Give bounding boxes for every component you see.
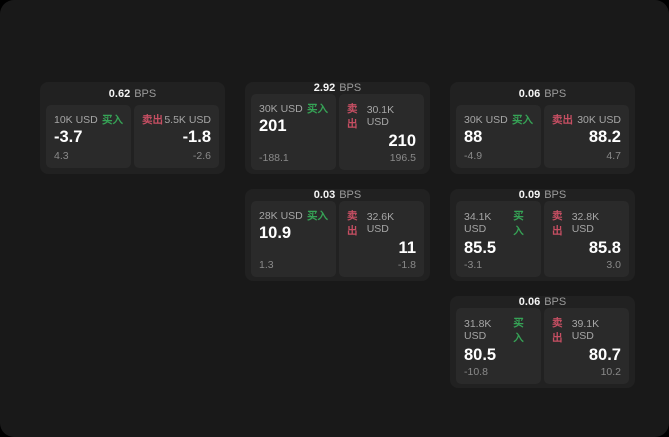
bps-value: 0.06 (518, 296, 541, 308)
spread-header: 2.92 BPS (245, 82, 430, 94)
buy-price: -3.7 (54, 128, 83, 146)
buy-price: 88 (464, 128, 483, 146)
bps-unit: BPS (544, 189, 567, 201)
sell-notional: 5.5K USD (164, 113, 211, 126)
sell-notional: 30K USD (577, 113, 621, 126)
bps-unit: BPS (339, 82, 362, 94)
buy-panel[interactable]: 30K USD 买入 201 -188.1 (251, 94, 336, 170)
quote-card: 0.09 BPS 34.1K USD 买入 85.5 -3.1 卖出 32.8K… (450, 189, 635, 281)
buy-label: 买入 (513, 210, 524, 237)
quote-card: 0.03 BPS 28K USD 买入 10.9 1.3 卖出 32.6K US… (245, 189, 430, 281)
sell-delta: -1.8 (397, 258, 416, 271)
buy-price: 201 (259, 117, 287, 135)
sell-price: 11 (398, 239, 416, 257)
buy-delta: -3.1 (464, 258, 483, 271)
buy-delta: -188.1 (259, 151, 289, 164)
sell-panel[interactable]: 卖出 32.8K USD 85.8 3.0 (544, 201, 629, 277)
bps-value: 0.62 (108, 87, 131, 100)
buy-delta: 1.3 (259, 258, 274, 271)
bps-value: 0.03 (313, 189, 336, 201)
buy-notional: 10K USD (54, 113, 98, 126)
quote-card: 0.62 BPS 10K USD 买入 -3.7 4.3 卖出 5.5K USD (40, 82, 225, 174)
quote-body: 10K USD 买入 -3.7 4.3 卖出 5.5K USD -1.8 -2.… (40, 105, 225, 174)
quote-cards-grid: 0.62 BPS 10K USD 买入 -3.7 4.3 卖出 5.5K USD (40, 82, 635, 388)
buy-delta: -4.9 (464, 150, 483, 162)
bps-unit: BPS (134, 87, 157, 100)
sell-price: 80.7 (588, 346, 621, 364)
bps-unit: BPS (339, 189, 362, 201)
buy-delta: 4.3 (54, 150, 69, 162)
buy-notional: 30K USD (464, 113, 508, 126)
spread-header: 0.62 BPS (40, 82, 225, 105)
sell-price: 88.2 (588, 128, 621, 146)
sell-price: -1.8 (182, 128, 211, 146)
buy-panel[interactable]: 34.1K USD 买入 85.5 -3.1 (456, 201, 541, 277)
quote-card: 2.92 BPS 30K USD 买入 201 -188.1 卖出 30.1K … (245, 82, 430, 174)
spread-header: 0.06 BPS (450, 82, 635, 105)
sell-panel[interactable]: 卖出 30.1K USD 210 196.5 (339, 94, 424, 170)
sell-delta: -2.6 (192, 150, 211, 162)
sell-panel[interactable]: 卖出 32.6K USD 11 -1.8 (339, 201, 424, 277)
sell-label: 卖出 (347, 210, 358, 237)
buy-price: 85.5 (464, 239, 497, 257)
buy-panel[interactable]: 31.8K USD 买入 80.5 -10.8 (456, 308, 541, 384)
sell-notional: 32.8K USD (571, 211, 600, 235)
sell-delta: 3.0 (606, 258, 621, 271)
buy-label: 买入 (512, 114, 533, 126)
buy-panel[interactable]: 28K USD 买入 10.9 1.3 (251, 201, 336, 277)
buy-label: 买入 (513, 317, 524, 344)
spread-header: 0.06 BPS (450, 296, 635, 308)
quote-body: 28K USD 买入 10.9 1.3 卖出 32.6K USD 11 -1.8 (245, 201, 430, 283)
bps-unit: BPS (544, 87, 567, 100)
sell-label: 卖出 (552, 317, 563, 344)
buy-label: 买入 (102, 114, 123, 126)
bps-value: 2.92 (313, 82, 336, 94)
buy-panel[interactable]: 10K USD 买入 -3.7 4.3 (46, 105, 131, 168)
sell-delta: 196.5 (389, 151, 416, 164)
buy-label: 买入 (307, 210, 328, 222)
quote-card: 0.06 BPS 31.8K USD 买入 80.5 -10.8 卖出 39.1… (450, 296, 635, 388)
buy-notional: 30K USD (259, 102, 303, 115)
sell-panel[interactable]: 卖出 39.1K USD 80.7 10.2 (544, 308, 629, 384)
buy-label: 买入 (307, 103, 328, 115)
bps-value: 0.09 (518, 189, 541, 201)
sell-notional: 39.1K USD (571, 318, 600, 342)
sell-notional: 32.6K USD (366, 211, 395, 235)
sell-panel[interactable]: 卖出 5.5K USD -1.8 -2.6 (134, 105, 219, 168)
buy-notional: 34.1K USD (464, 211, 492, 235)
buy-delta: -10.8 (464, 365, 488, 378)
quote-body: 30K USD 买入 88 -4.9 卖出 30K USD 88.2 4.7 (450, 105, 635, 174)
buy-price: 10.9 (259, 224, 292, 242)
buy-panel[interactable]: 30K USD 买入 88 -4.9 (456, 105, 541, 168)
bps-value: 0.06 (518, 87, 541, 100)
spread-header: 0.03 BPS (245, 189, 430, 201)
sell-label: 卖出 (347, 103, 358, 130)
sell-delta: 4.7 (606, 150, 621, 162)
quote-card: 0.06 BPS 30K USD 买入 88 -4.9 卖出 30K USD (450, 82, 635, 174)
spread-header: 0.09 BPS (450, 189, 635, 201)
buy-notional: 31.8K USD (464, 318, 492, 342)
sell-delta: 10.2 (600, 365, 621, 378)
sell-notional: 30.1K USD (366, 104, 395, 128)
quote-body: 31.8K USD 买入 80.5 -10.8 卖出 39.1K USD 80.… (450, 308, 635, 390)
sell-price: 85.8 (588, 239, 621, 257)
buy-price: 80.5 (464, 346, 497, 364)
quote-body: 30K USD 买入 201 -188.1 卖出 30.1K USD 210 1… (245, 94, 430, 176)
sell-panel[interactable]: 卖出 30K USD 88.2 4.7 (544, 105, 629, 168)
sell-label: 卖出 (142, 114, 163, 126)
buy-notional: 28K USD (259, 209, 303, 222)
sell-label: 卖出 (552, 210, 563, 237)
sell-label: 卖出 (552, 114, 573, 126)
quote-body: 34.1K USD 买入 85.5 -3.1 卖出 32.8K USD 85.8… (450, 201, 635, 283)
bps-unit: BPS (544, 296, 567, 308)
sell-price: 210 (388, 132, 416, 150)
